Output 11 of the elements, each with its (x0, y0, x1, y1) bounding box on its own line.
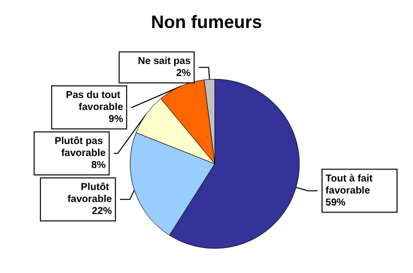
slice-label: Plutôt favorable (67, 182, 112, 205)
slice-label: Tout à fait favorable (326, 173, 376, 196)
data-label: 22% (92, 206, 112, 217)
data-label: 8% (91, 160, 106, 171)
data-label: 59% (326, 197, 346, 208)
chart-title: Non fumeurs (150, 12, 262, 32)
slice-label: Ne sait pas (138, 56, 192, 67)
slice-label: Plutôt pas favorable (54, 136, 106, 159)
data-label: 2% (176, 68, 191, 79)
slice-label: Pas du tout favorable (66, 90, 124, 113)
data-label: 9% (108, 114, 124, 125)
